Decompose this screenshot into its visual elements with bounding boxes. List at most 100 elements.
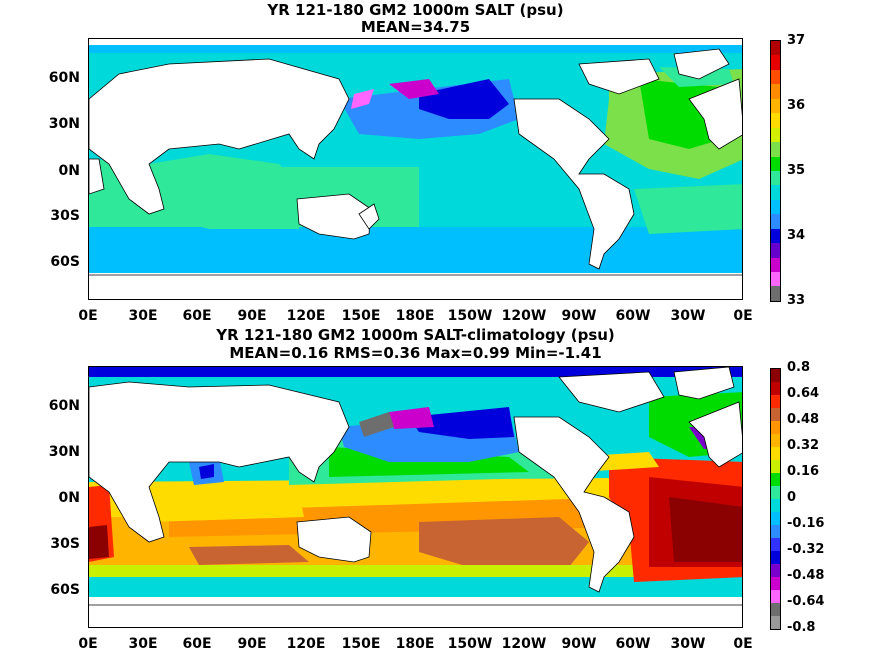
colorbar-swatch xyxy=(771,499,780,512)
top-lat-label-60n: 60N xyxy=(48,70,80,86)
bottom-colorbar-label-2: 0.48 xyxy=(787,412,820,427)
colorbar-swatch xyxy=(771,447,780,460)
bottom-lon-label-60e: 60E xyxy=(182,636,212,652)
bottom-lon-label-120w: 120W xyxy=(501,636,547,652)
top-lon-label-90w: 90W xyxy=(561,308,597,324)
colorbar-swatch xyxy=(771,486,780,499)
top-colorbar-label-36: 36 xyxy=(787,98,806,113)
colorbar-swatch xyxy=(771,286,780,301)
top-lon-label-60e: 60E xyxy=(182,308,212,324)
colorbar-swatch xyxy=(771,55,780,70)
colorbar-swatch xyxy=(771,98,780,114)
colorbar-swatch xyxy=(771,156,780,171)
top-colorbar-label-37: 37 xyxy=(787,33,806,48)
colorbar-swatch xyxy=(771,603,780,616)
colorbar-swatch xyxy=(771,214,780,229)
colorbar-swatch xyxy=(771,421,780,434)
colorbar-swatch xyxy=(771,41,780,56)
top-lon-label-0e-end: 0E xyxy=(733,308,753,324)
bottom-colorbar-label-3: 0.32 xyxy=(787,438,820,453)
bottom-colorbar-label-5: 0 xyxy=(787,490,797,505)
colorbar-swatch xyxy=(771,257,780,272)
top-lon-label-0e: 0E xyxy=(78,308,98,324)
bottom-lon-label-180e: 180E xyxy=(395,636,435,652)
top-lon-label-150w: 150W xyxy=(447,308,493,324)
bottom-colorbar-label-6: -0.16 xyxy=(787,516,825,531)
bottom-lat-label-60s: 60S xyxy=(50,582,80,598)
colorbar-swatch xyxy=(771,512,780,525)
bottom-colorbar xyxy=(770,368,781,630)
colorbar-swatch xyxy=(771,170,780,186)
colorbar-swatch xyxy=(771,551,780,564)
bottom-lat-label-0n: 0N xyxy=(58,490,80,506)
colorbar-swatch xyxy=(771,382,780,395)
top-salinity-field xyxy=(89,39,742,299)
bottom-lon-label-90e: 90E xyxy=(237,636,267,652)
bottom-lon-label-150e: 150E xyxy=(341,636,381,652)
top-lon-label-90e: 90E xyxy=(237,308,267,324)
colorbar-swatch xyxy=(771,473,780,486)
colorbar-swatch xyxy=(771,272,780,287)
bottom-colorbar-label-10: -0.8 xyxy=(787,620,816,635)
colorbar-swatch xyxy=(771,243,780,258)
bottom-colorbar-label-9: -0.64 xyxy=(787,594,825,609)
colorbar-swatch xyxy=(771,408,780,421)
colorbar-swatch xyxy=(771,460,780,473)
colorbar-swatch xyxy=(771,564,780,577)
bottom-lat-label-30n: 30N xyxy=(48,444,80,460)
bottom-colorbar-label-7: -0.32 xyxy=(787,542,825,557)
bottom-lon-label-0e-end: 0E xyxy=(733,636,753,652)
colorbar-swatch xyxy=(771,69,780,85)
bottom-colorbar-label-0: 0.8 xyxy=(787,360,811,375)
top-map-title: YR 121-180 GM2 1000m SALT (psu) xyxy=(267,1,564,19)
top-colorbar-label-35: 35 xyxy=(787,163,806,178)
bottom-lat-label-30s: 30S xyxy=(50,536,80,552)
colorbar-swatch xyxy=(771,577,780,590)
top-lat-label-0n: 0N xyxy=(58,163,80,179)
top-lon-label-30w: 30W xyxy=(670,308,706,324)
colorbar-swatch xyxy=(771,590,780,603)
top-lon-label-120w: 120W xyxy=(501,308,547,324)
colorbar-swatch xyxy=(771,127,780,143)
top-lon-label-30e: 30E xyxy=(128,308,158,324)
bottom-lon-label-30w: 30W xyxy=(670,636,706,652)
colorbar-swatch xyxy=(771,616,780,629)
bottom-lon-label-150w: 150W xyxy=(447,636,493,652)
bottom-colorbar-label-8: -0.48 xyxy=(787,568,825,583)
bottom-anomaly-map xyxy=(88,366,743,628)
colorbar-swatch xyxy=(771,395,780,408)
bottom-lon-label-0e: 0E xyxy=(78,636,98,652)
colorbar-swatch xyxy=(771,84,780,99)
top-lat-label-60s: 60S xyxy=(50,254,80,270)
top-colorbar-label-33: 33 xyxy=(787,293,806,308)
colorbar-swatch xyxy=(771,228,780,244)
top-map-mean: MEAN=34.75 xyxy=(360,18,471,36)
top-lon-label-60w: 60W xyxy=(615,308,651,324)
colorbar-swatch xyxy=(771,142,780,157)
top-lat-label-30n: 30N xyxy=(48,116,80,132)
colorbar-swatch xyxy=(771,185,780,200)
top-salinity-map xyxy=(88,38,743,300)
colorbar-swatch xyxy=(771,434,780,447)
colorbar-swatch xyxy=(771,113,780,128)
top-colorbar xyxy=(770,40,781,302)
bottom-lon-label-60w: 60W xyxy=(615,636,651,652)
bottom-map-stats: MEAN=0.16 RMS=0.36 Max=0.99 Min=-1.41 xyxy=(229,344,602,362)
colorbar-swatch xyxy=(771,369,780,382)
bottom-lon-label-90w: 90W xyxy=(561,636,597,652)
bottom-map-title: YR 121-180 GM2 1000m SALT-climatology (p… xyxy=(216,326,615,344)
colorbar-swatch xyxy=(771,538,780,551)
bottom-colorbar-label-1: 0.64 xyxy=(787,386,820,401)
top-lat-label-30s: 30S xyxy=(50,208,80,224)
colorbar-swatch xyxy=(771,525,780,538)
bottom-anomaly-field xyxy=(89,367,742,627)
top-lon-label-180e: 180E xyxy=(395,308,435,324)
bottom-lat-label-60n: 60N xyxy=(48,398,80,414)
bottom-lon-label-30e: 30E xyxy=(128,636,158,652)
colorbar-swatch xyxy=(771,199,780,215)
bottom-lon-label-120e: 120E xyxy=(286,636,326,652)
top-colorbar-label-34: 34 xyxy=(787,228,806,243)
top-lon-label-150e: 150E xyxy=(341,308,381,324)
top-lon-label-120e: 120E xyxy=(286,308,326,324)
bottom-colorbar-label-4: 0.16 xyxy=(787,464,820,479)
